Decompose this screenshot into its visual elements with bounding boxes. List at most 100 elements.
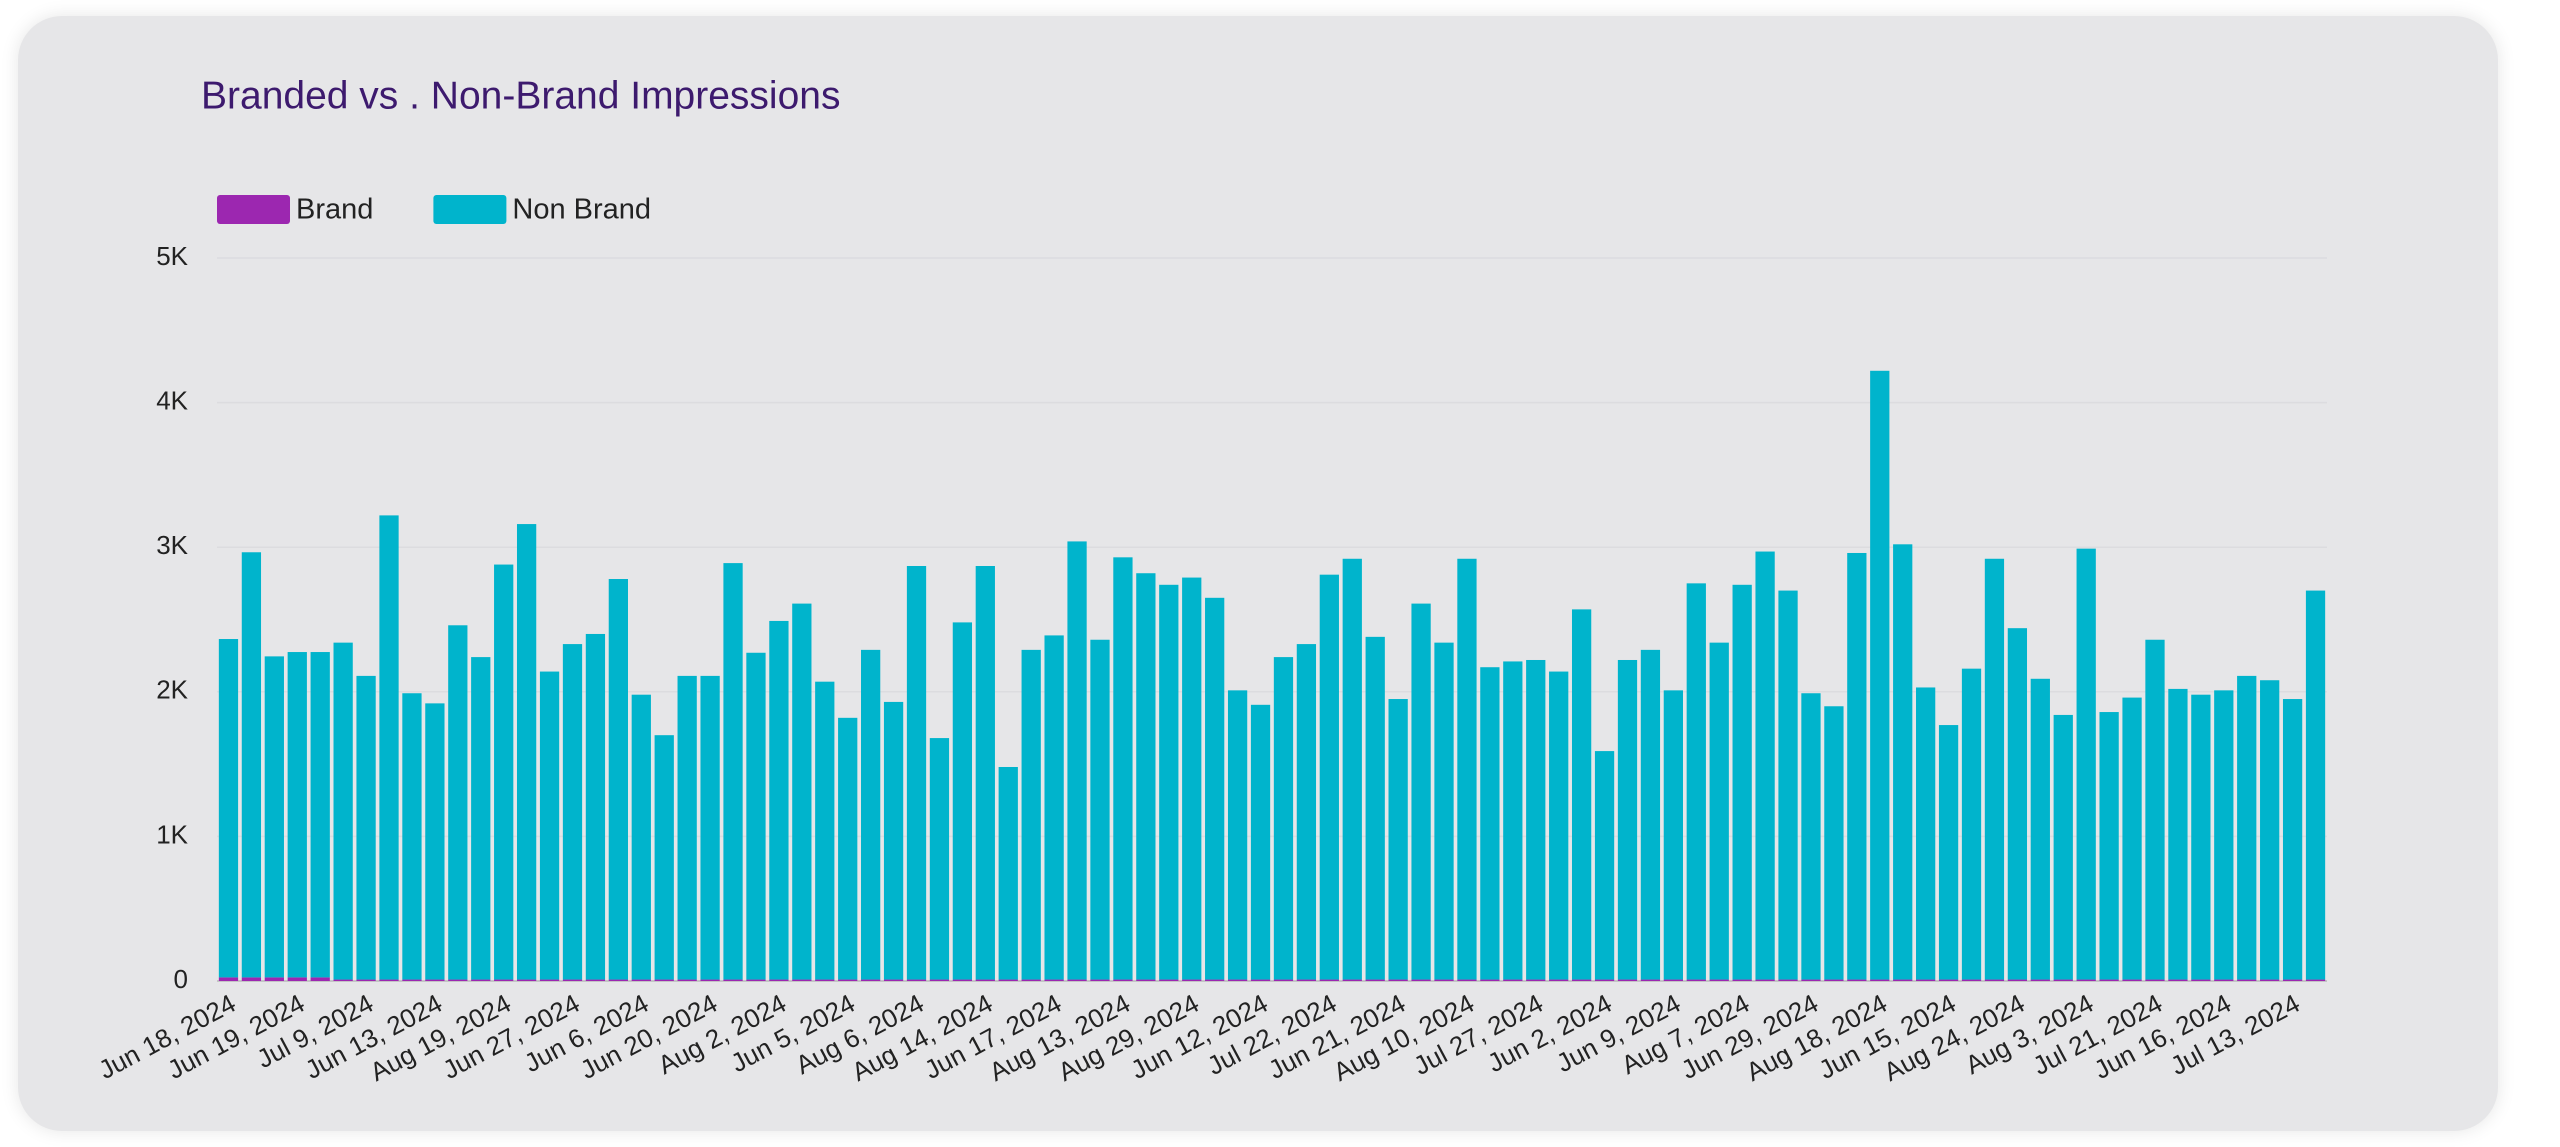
bar-segment — [906, 565, 927, 980]
bar-segment — [494, 564, 514, 980]
bar-segment — [1916, 979, 1936, 981]
bar-segment — [1847, 552, 1867, 980]
bar-segment — [1227, 979, 1248, 981]
bar-segment — [471, 979, 491, 981]
bar-segment — [516, 524, 537, 980]
bar-segment — [1159, 584, 1179, 980]
bar-segment — [1159, 979, 1179, 981]
bar-segment — [516, 979, 537, 981]
bar-segment — [2145, 979, 2165, 981]
bar-segment — [425, 703, 445, 980]
bar-segment — [1801, 693, 1821, 980]
bar-segment — [1801, 979, 1821, 981]
bar-segment — [1571, 609, 1592, 980]
bar-segment — [287, 977, 307, 981]
bar-segment — [2076, 548, 2096, 980]
bar-segment — [333, 979, 353, 981]
bar-segment — [838, 979, 858, 981]
bar-segment — [952, 979, 973, 981]
bar-segment — [2168, 688, 2188, 980]
bar-segment — [1663, 979, 1683, 981]
bar-segment — [608, 579, 628, 980]
bar-segment — [1755, 551, 1775, 980]
bar-segment — [2237, 979, 2257, 981]
bar-segment — [1755, 979, 1775, 981]
legend-label: Brand — [296, 194, 373, 226]
bar-segment — [792, 603, 812, 980]
bar-segment — [608, 979, 628, 981]
bar-segment — [861, 979, 881, 981]
bar-segment — [769, 979, 789, 981]
bar-segment — [1503, 661, 1523, 980]
bar-segment — [1870, 370, 1890, 980]
bar-segment — [2076, 979, 2096, 981]
bar-segment — [241, 552, 262, 978]
bar-segment — [1365, 636, 1385, 980]
bar-segment — [1227, 690, 1248, 980]
bar-segment — [494, 979, 514, 981]
bar-segment — [1503, 979, 1523, 981]
bar-segment — [1067, 541, 1087, 980]
bar-segment — [1526, 979, 1546, 981]
bar-segment — [1136, 979, 1156, 981]
bar-segment — [1594, 979, 1615, 981]
bar-segment — [2260, 979, 2280, 981]
bar-segment — [1021, 649, 1041, 980]
bar-segment — [1663, 690, 1683, 980]
bar-segment — [1457, 558, 1477, 980]
bar-segment — [1044, 979, 1064, 981]
bar-segment — [356, 675, 376, 980]
bar-segment — [333, 642, 353, 980]
bar-segment — [906, 979, 927, 981]
bar-segment — [1961, 979, 1982, 981]
bar-segment — [1342, 558, 1362, 980]
bar-segment — [218, 977, 239, 981]
bar-segment — [2214, 979, 2234, 981]
bar-segment — [2145, 639, 2165, 980]
bar-segment — [356, 979, 376, 981]
bar-segment — [1640, 979, 1661, 981]
bar-segment — [402, 693, 422, 980]
bar-segment — [1205, 597, 1225, 980]
bar-segment — [1273, 657, 1294, 980]
bar-segment — [2191, 979, 2211, 981]
bar-segment — [379, 979, 399, 981]
bar-segment — [654, 979, 674, 981]
bar-segment — [471, 657, 491, 980]
bar-segment — [2007, 979, 2028, 981]
bar-segment — [1388, 699, 1408, 980]
bar-segment — [2053, 714, 2073, 980]
bar-segment — [1250, 979, 1271, 981]
bar-segment — [2168, 979, 2188, 981]
bar-segment — [1870, 979, 1890, 981]
bar-segment — [1411, 603, 1431, 980]
bar-segment — [218, 639, 239, 978]
bar-segment — [998, 979, 1018, 981]
bar-segment — [677, 675, 697, 980]
bar-segment — [929, 979, 950, 981]
bar-segment — [1434, 979, 1454, 981]
bar-segment — [1549, 979, 1569, 981]
bar-segment — [1732, 979, 1752, 981]
bar-segment — [287, 652, 307, 978]
bar-segment — [2099, 712, 2119, 980]
bar-segment — [448, 625, 468, 980]
bar-segment — [1388, 979, 1408, 981]
bar-segment — [723, 563, 743, 980]
bar-segment — [1938, 725, 1959, 980]
bar-segment — [264, 977, 284, 981]
y-tick-label: 5K — [156, 241, 188, 271]
bar-segment — [883, 701, 904, 980]
bar-segment — [1778, 590, 1798, 980]
bar-segment — [792, 979, 812, 981]
bar-segment — [1526, 659, 1546, 980]
bar-segment — [746, 652, 766, 980]
bar-segment — [562, 979, 583, 981]
bar-segment — [815, 681, 835, 980]
bar-segment — [1480, 979, 1500, 981]
bar-segment — [975, 979, 995, 981]
bar-segment — [1709, 979, 1729, 981]
bar-segment — [2260, 680, 2280, 980]
bar-segment — [264, 656, 284, 978]
